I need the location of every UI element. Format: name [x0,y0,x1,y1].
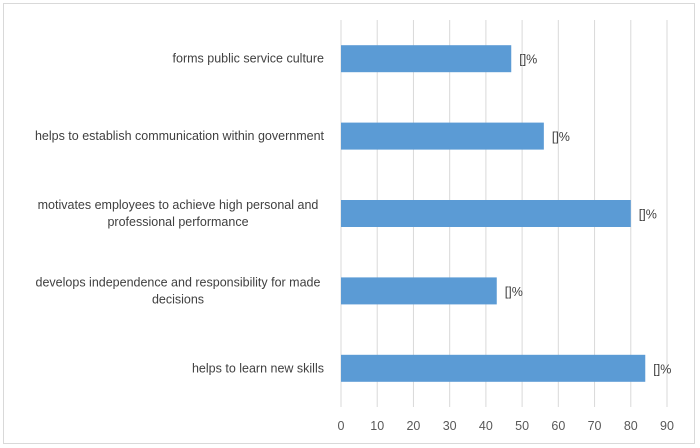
category-label: forms public service culture [173,52,324,66]
x-tick-label: 40 [479,419,493,433]
x-tick-label: 90 [660,419,674,433]
data-label: []% [519,53,537,67]
bar-2 [341,200,631,227]
category-label-line: professional performance [107,215,248,229]
category-label-line: motivates employees to achieve high pers… [38,198,319,212]
x-tick-label: 80 [624,419,638,433]
bar-3 [341,277,497,305]
x-tick-label: 10 [370,419,384,433]
data-label: []% [505,285,523,299]
category-label: helps to learn new skills [192,361,324,375]
x-tick-label: 0 [338,419,345,433]
bar-0 [341,45,512,73]
category-label-line: helps to learn new skills [192,361,324,375]
category-label: develops independence and responsibility… [36,275,321,306]
x-tick-label: 60 [551,419,565,433]
category-label-line: develops independence and responsibility… [36,275,321,289]
category-label-line: decisions [152,292,204,306]
x-tick-label: 70 [588,419,602,433]
data-label: []% [653,362,671,376]
bar-1 [341,122,544,150]
category-label-line: forms public service culture [173,52,324,66]
category-label: helps to establish communication within … [35,129,325,143]
x-tick-label: 50 [515,419,529,433]
x-tick-label: 30 [443,419,457,433]
data-label: []% [639,208,657,222]
bar-4 [341,354,646,382]
category-label-line: helps to establish communication within … [35,129,325,143]
category-label: motivates employees to achieve high pers… [38,198,319,229]
x-tick-label: 20 [406,419,420,433]
data-label: []% [552,130,570,144]
